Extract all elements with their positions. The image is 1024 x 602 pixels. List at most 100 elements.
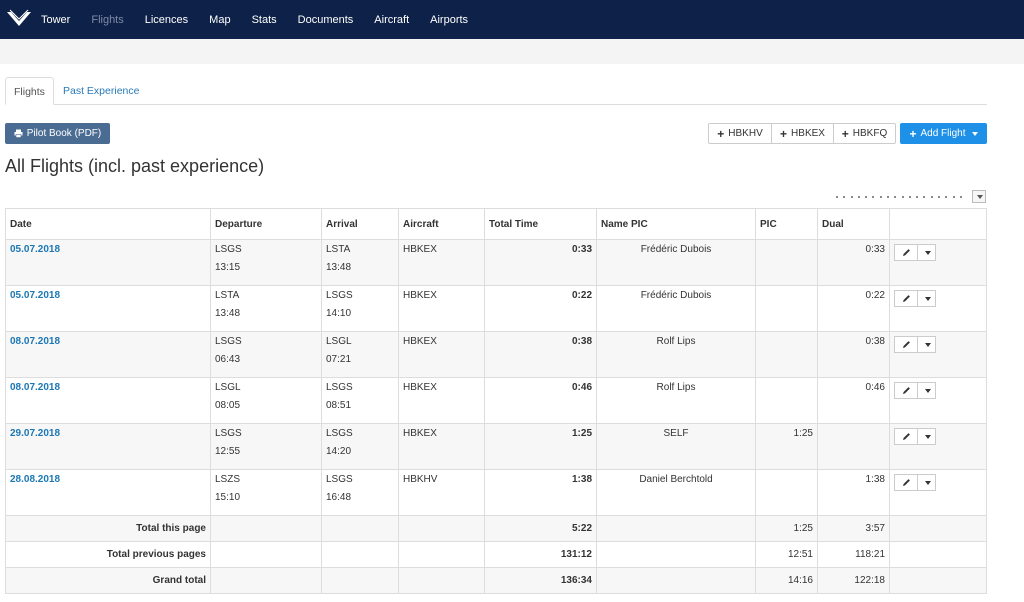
edit-button[interactable] [894,290,918,307]
cell-aircraft: HBKHV [398,469,485,516]
arrival-airport: LSGS [326,290,353,301]
dot[interactable] [937,196,940,198]
header-aircraft[interactable]: Aircraft [398,208,485,240]
edit-button[interactable] [894,244,918,261]
tab-past-experience[interactable]: Past Experience [63,85,140,97]
totals-empty [596,541,756,568]
flight-date-link[interactable]: 28.08.2018 [10,474,61,485]
cell-departure: LSGL 08:05 [210,377,322,424]
dot[interactable] [916,196,919,198]
top-navbar: Tower Flights Licences Map Stats Documen… [0,0,1024,39]
flight-date-link[interactable]: 29.07.2018 [10,428,61,439]
row-dropdown-button[interactable] [918,474,936,491]
aircraft-button-hbkex[interactable]: + HBKEX [771,123,834,144]
cell-dual: 0:22 [817,285,890,332]
nav-licences[interactable]: Licences [144,13,189,26]
dot[interactable] [879,196,882,198]
totals-empty [889,567,987,594]
dot[interactable] [923,196,926,198]
totals-empty [889,515,987,542]
header-pic[interactable]: PIC [755,208,818,240]
dot[interactable] [952,196,955,198]
header-date[interactable]: Date [5,208,211,240]
edit-button[interactable] [894,336,918,353]
totals-empty [321,541,399,568]
cell-total-time: 0:46 [484,377,597,424]
aircraft-button-hbkfq[interactable]: + HBKFQ [833,123,896,144]
totals-empty [398,541,485,568]
flight-date-link[interactable]: 08.07.2018 [10,336,61,347]
nav-documents[interactable]: Documents [297,13,354,26]
cell-total-time: 0:38 [484,331,597,378]
dot[interactable] [886,196,889,198]
cell-pic [755,239,818,286]
dot[interactable] [843,196,846,198]
header-arrival[interactable]: Arrival [321,208,399,240]
cell-date: 08.07.2018 [5,377,211,424]
pilot-book-label: Pilot Book (PDF) [26,128,102,139]
flight-date-link[interactable]: 05.07.2018 [10,244,61,255]
cell-arrival: LSGL 07:21 [321,331,399,378]
wings-logo-icon[interactable] [6,9,32,31]
totals-empty [889,541,987,568]
departure-airport: LSGS [215,336,242,347]
edit-button[interactable] [894,474,918,491]
header-name-pic[interactable]: Name PIC [596,208,756,240]
cell-name-pic: Frédéric Dubois [596,239,756,286]
dot[interactable] [930,196,933,198]
nav-stats[interactable]: Stats [251,13,277,26]
dot[interactable] [908,196,911,198]
departure-time: 06:43 [215,354,241,365]
nav-aircraft[interactable]: Aircraft [374,13,410,26]
dot[interactable] [836,196,838,198]
add-flight-label: Add Flight [920,128,966,139]
edit-button[interactable] [894,382,918,399]
departure-airport: LSTA [215,290,240,301]
row-dropdown-button[interactable] [918,244,936,261]
caret-down-icon [924,342,931,347]
tab-flights[interactable]: Flights [5,77,54,105]
header-departure[interactable]: Departure [210,208,322,240]
dot[interactable] [894,196,897,198]
cell-dual [817,423,890,470]
header-total-time[interactable]: Total Time [484,208,597,240]
edit-button[interactable] [894,428,918,445]
nav-map[interactable]: Map [209,13,231,26]
arrival-time: 07:21 [326,354,352,365]
flight-date-link[interactable]: 05.07.2018 [10,290,61,301]
row-dropdown-button[interactable] [918,336,936,353]
dot[interactable] [857,196,860,198]
dot[interactable] [850,196,853,198]
nav-tower[interactable]: Tower [41,13,71,26]
row-action-group [894,474,982,491]
dot[interactable] [872,196,875,198]
nav-airports[interactable]: Airports [430,13,469,26]
cell-date: 29.07.2018 [5,423,211,470]
cell-arrival: LSGS 08:51 [321,377,399,424]
cell-pic [755,469,818,516]
dot[interactable] [959,196,962,198]
column-toggle-button[interactable] [972,190,986,203]
add-flight-button[interactable]: + Add Flight [900,123,987,144]
nav-flights[interactable]: Flights [91,13,124,26]
dot[interactable] [901,196,904,198]
pagination-dots[interactable] [836,196,962,200]
cell-total-time: 1:38 [484,469,597,516]
row-dropdown-button[interactable] [918,428,936,445]
dot[interactable] [945,196,948,198]
pencil-icon [902,479,910,486]
tab-bar: Flights Past Experience [5,77,987,105]
arrival-airport: LSGS [326,474,353,485]
header-dual[interactable]: Dual [817,208,890,240]
row-dropdown-button[interactable] [918,290,936,307]
aircraft-button-hbkhv[interactable]: + HBKHV [708,123,772,144]
sub-bar [0,39,1024,64]
dot[interactable] [865,196,868,198]
row-dropdown-button[interactable] [918,382,936,399]
departure-time: 12:55 [215,446,241,457]
arrival-airport: LSGS [326,382,353,393]
print-icon [14,129,23,138]
flight-date-link[interactable]: 08.07.2018 [10,382,61,393]
pilot-book-button[interactable]: Pilot Book (PDF) [5,123,110,144]
caret-down-icon [924,296,931,301]
